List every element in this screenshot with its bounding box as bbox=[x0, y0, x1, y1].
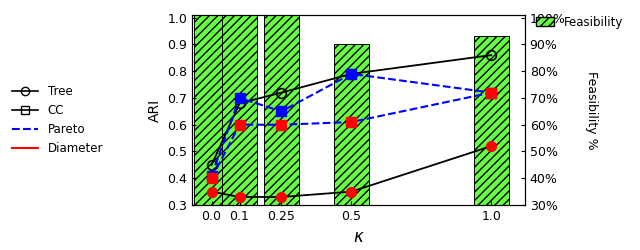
Y-axis label: ARI: ARI bbox=[148, 98, 161, 122]
Legend: Feasibility: Feasibility bbox=[532, 11, 628, 33]
Bar bbox=[194, 0, 229, 205]
X-axis label: κ: κ bbox=[353, 228, 364, 246]
Bar bbox=[474, 36, 509, 205]
Legend: Tree, CC, Pareto, Diameter: Tree, CC, Pareto, Diameter bbox=[12, 85, 103, 155]
Bar bbox=[334, 44, 369, 205]
Y-axis label: Feasibility %: Feasibility % bbox=[585, 71, 598, 149]
Bar bbox=[264, 0, 299, 205]
Bar bbox=[222, 0, 257, 205]
